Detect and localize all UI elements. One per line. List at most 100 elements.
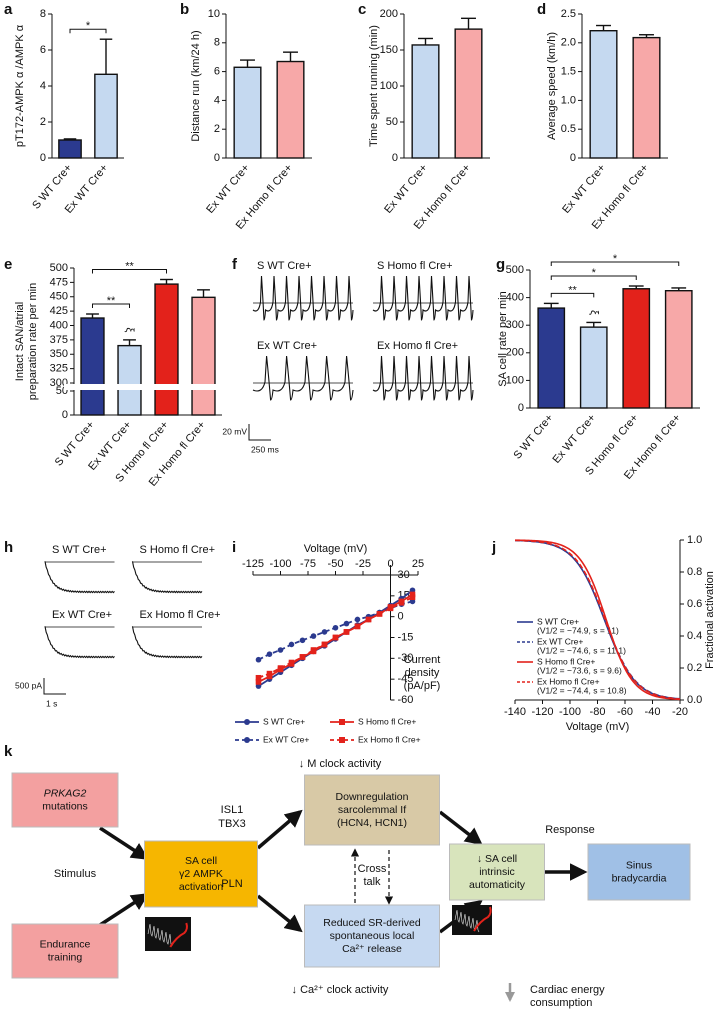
- legend-label: S Homo fl Cre+: [358, 716, 416, 726]
- significance-bracket: [550, 275, 637, 281]
- panel-letter: e: [4, 256, 12, 273]
- y-axis-label: Average speed (km/h): [546, 32, 558, 140]
- legend-label: Ex WT Cre+: [263, 734, 309, 744]
- trace-label: Ex WT Cre+: [52, 609, 112, 621]
- y-tick-label: 400: [50, 319, 68, 331]
- bar: [233, 66, 262, 159]
- y-tick-label: 6: [214, 66, 220, 78]
- x-axis-label: Voltage (mV): [304, 543, 368, 555]
- point: [255, 679, 262, 685]
- x-tick-label: 0: [387, 558, 393, 570]
- y-tick-label: 100: [506, 374, 524, 386]
- y-tick-label: 2: [214, 123, 220, 135]
- y-tick-label: 8: [214, 37, 220, 49]
- legend-marker: [339, 737, 345, 743]
- scale-y-label: 20 mV: [222, 426, 247, 436]
- panel-letter: i: [232, 539, 236, 556]
- point: [321, 641, 328, 648]
- x-tick-label: Ex WT Cre+: [551, 412, 599, 466]
- point: [255, 674, 262, 681]
- x-tick-label: -25: [355, 558, 371, 570]
- x-tick-label: Ex WT Cre+: [560, 162, 608, 216]
- significance-bracket: [550, 292, 595, 298]
- diagram-node: [11, 772, 119, 828]
- bar: [117, 344, 142, 416]
- node-text: intrinsic: [479, 866, 515, 878]
- legend-label: Ex Homo fl Cre+: [358, 734, 421, 744]
- scale-y-label: 500 pA: [15, 680, 42, 690]
- point: [376, 611, 383, 617]
- trace-label: Ex WT Cre+: [257, 340, 317, 352]
- diagram-node: [11, 923, 119, 979]
- y-tick-label: 0: [518, 402, 524, 414]
- scale-bar: [248, 424, 271, 441]
- diagram-node: [304, 904, 440, 968]
- x-tick-label: Ex WT Cre+: [204, 162, 252, 216]
- y-tick-label: 2: [40, 116, 46, 128]
- diagram-label: Cross: [358, 863, 387, 875]
- panel-letter: g: [496, 256, 505, 273]
- bar: [589, 30, 618, 159]
- point: [266, 670, 273, 677]
- y-tick-label: 500: [506, 264, 524, 276]
- bar: [537, 307, 566, 409]
- diagram-node: [144, 840, 258, 908]
- significance-bracket: [92, 269, 167, 274]
- node-text: automaticity: [469, 879, 526, 891]
- legend-params: (V1/2 = −74.6, s = 11.1): [537, 645, 626, 655]
- node-text: SA cell: [185, 855, 217, 867]
- x-tick-label: -100: [269, 558, 291, 570]
- legend-label: S WT Cre+: [263, 716, 305, 726]
- thumbnail-trace: [147, 923, 173, 947]
- y-axis-label: density: [405, 667, 440, 679]
- diagram-label: PLN: [221, 878, 242, 890]
- diagram-label: Response: [545, 824, 595, 836]
- legend-marker: [339, 719, 345, 725]
- point: [398, 599, 405, 606]
- point: [343, 620, 350, 627]
- legend-params: (V1/2 = −73.6, s = 9.6): [537, 665, 622, 675]
- y-axis-label: Time spent running (min): [368, 25, 380, 147]
- y-tick-label: -30: [398, 652, 414, 664]
- node-text: spontaneous local: [330, 930, 415, 942]
- y-tick-label: 350: [50, 348, 68, 360]
- y-tick-label: 0: [392, 152, 398, 164]
- legend-params: (V1/2 = −74.9, s = 11): [537, 625, 619, 635]
- node-text: γ2 AMPK: [179, 868, 223, 880]
- node-text: training: [48, 951, 83, 963]
- panel-letter: h: [4, 539, 13, 556]
- trace: [131, 626, 203, 659]
- panel-letter: j: [491, 539, 496, 556]
- scale-x-label: 250 ms: [251, 444, 279, 454]
- legend-marker: [244, 719, 250, 725]
- panel-letter: f: [232, 256, 238, 273]
- diagram-node: [304, 774, 440, 846]
- x-axis-label: Voltage (mV): [566, 721, 630, 733]
- diagram-label: talk: [363, 876, 381, 888]
- node-text: (HCN4, HCN1): [337, 817, 407, 829]
- y-tick-label: 0.5: [561, 123, 576, 135]
- point: [277, 647, 284, 653]
- significance-label: **: [568, 284, 577, 296]
- legend-label: S Homo fl Cre+: [537, 656, 595, 666]
- significance-label: *: [613, 253, 618, 265]
- point: [387, 605, 394, 612]
- y-axis-label: SA cell rate per min: [497, 291, 509, 386]
- bar: [411, 44, 440, 159]
- y-tick-label: 0.4: [687, 630, 702, 642]
- y-tick-label: 30: [398, 569, 410, 581]
- y-axis-label: Current: [404, 654, 441, 666]
- y-tick-label: 4: [214, 94, 220, 106]
- point: [299, 637, 306, 644]
- point: [343, 629, 350, 635]
- panel-letter: k: [4, 743, 13, 760]
- bar: [94, 73, 118, 159]
- bar: [191, 296, 216, 416]
- diagram-label: Cardiac energy: [530, 984, 605, 996]
- point: [288, 641, 295, 648]
- y-tick-label: 4: [40, 80, 46, 92]
- x-tick-label: -125: [242, 558, 264, 570]
- point: [310, 633, 317, 639]
